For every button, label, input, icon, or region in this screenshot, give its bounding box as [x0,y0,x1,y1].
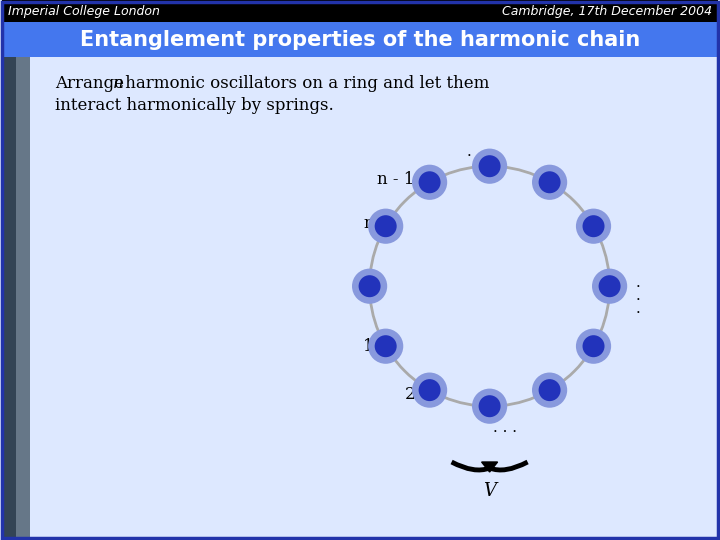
Circle shape [418,379,441,401]
Circle shape [582,215,605,237]
Circle shape [359,275,381,297]
Text: harmonic oscillators on a ring and let them: harmonic oscillators on a ring and let t… [120,75,490,92]
Text: Cambridge, 17th December 2004: Cambridge, 17th December 2004 [502,4,712,17]
Polygon shape [482,462,498,472]
Text: Arrange: Arrange [55,75,130,92]
Bar [2,22,718,57]
Circle shape [539,171,561,193]
Text: n: n [363,215,374,232]
Bar [2,57,16,538]
Text: Imperial College London: Imperial College London [8,4,160,17]
Text: interact harmonically by springs.: interact harmonically by springs. [55,97,334,114]
Circle shape [472,389,507,424]
Circle shape [598,275,621,297]
Text: V: V [483,482,496,500]
Circle shape [368,208,403,244]
Circle shape [532,373,567,408]
Text: n: n [113,75,124,92]
Circle shape [418,171,441,193]
Text: .
.
.: . . . [635,276,640,316]
Circle shape [412,165,447,200]
Text: Entanglement properties of the harmonic chain: Entanglement properties of the harmonic … [80,30,640,50]
Circle shape [374,215,397,237]
Circle shape [472,148,507,184]
Circle shape [582,335,605,357]
Circle shape [374,335,397,357]
Circle shape [576,329,611,364]
Text: 1: 1 [363,338,374,355]
Circle shape [368,329,403,364]
Text: . . .: . . . [467,145,490,159]
Circle shape [479,395,500,417]
Bar [2,0,718,22]
Circle shape [412,373,447,408]
Bar [2,57,718,538]
Bar [2,57,30,538]
Circle shape [352,268,387,304]
Text: . . .: . . . [492,421,517,435]
Circle shape [592,268,627,304]
Circle shape [539,379,561,401]
Circle shape [576,208,611,244]
Text: n - 1: n - 1 [377,171,415,188]
Circle shape [532,165,567,200]
Text: 2: 2 [405,386,415,403]
Circle shape [479,155,500,177]
